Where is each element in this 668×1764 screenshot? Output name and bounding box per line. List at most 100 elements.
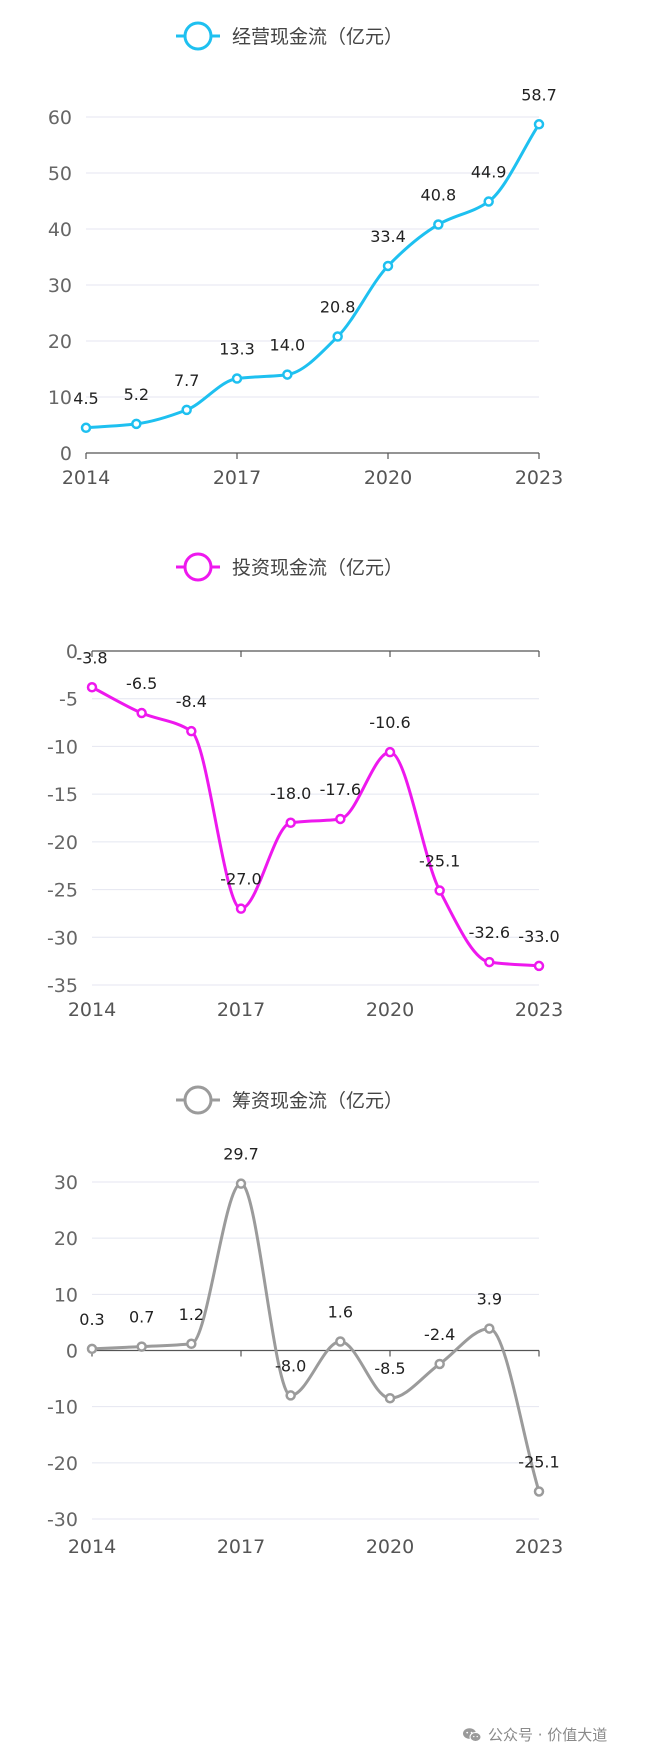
y-tick-label: 20 [48,331,72,353]
data-point [285,1390,296,1401]
data-label: 0.7 [129,1308,154,1327]
data-label: 4.5 [73,389,98,408]
y-tick-label: 30 [54,1172,78,1194]
data-point [186,725,197,737]
data-label: 29.7 [223,1145,259,1164]
data-label: 13.3 [219,340,255,359]
data-label: 1.2 [179,1305,204,1324]
data-label: -8.4 [176,692,207,711]
x-tick-label: 2014 [68,999,116,1021]
data-point [235,903,247,914]
watermark-text: 公众号 · 价值大道 [488,1726,608,1744]
y-tick-label: -30 [47,927,78,949]
x-tick-label: 2020 [366,1536,414,1558]
data-label: 20.8 [320,298,356,317]
legend-marker [183,1085,213,1115]
data-point [282,369,293,380]
data-point [533,1486,545,1497]
y-tick-label: -30 [47,1509,78,1531]
y-tick-label: 50 [48,163,72,185]
data-point [434,885,445,896]
x-tick-label: 2023 [515,1536,563,1558]
x-tick-label: 2014 [68,1536,116,1558]
x-tick-label: 2023 [515,467,563,489]
x-tick-label: 2020 [364,467,412,489]
y-tick-label: -10 [47,736,78,758]
legend-label: 投资现金流（亿元） [232,557,403,579]
data-label: -18.0 [270,784,311,803]
legend-marker [183,21,213,51]
data-point [80,422,92,434]
data-point [136,1341,147,1352]
x-tick-label: 2014 [62,467,110,489]
data-label: 5.2 [124,385,149,404]
data-label: -25.1 [518,1452,559,1471]
data-point [231,373,243,384]
data-label: 7.7 [174,371,199,390]
data-label: -8.0 [275,1356,306,1375]
data-point [384,1392,396,1404]
data-point [484,956,495,968]
legend-label: 经营现金流（亿元） [232,26,403,48]
data-label: -32.6 [469,923,510,942]
data-label: -8.5 [374,1359,405,1378]
y-tick-label: -35 [47,975,78,997]
data-point [382,260,394,272]
data-point [131,418,142,430]
y-tick-label: 10 [54,1284,78,1306]
series-line [91,1182,541,1492]
series-line [85,123,541,430]
legend-marker [183,552,213,582]
x-tick-label: 2017 [213,467,261,489]
series-line [91,685,540,968]
data-label: 44.9 [471,163,507,182]
legend: 经营现金流（亿元） [176,21,403,51]
data-point [285,817,296,829]
y-tick-label: -20 [47,832,78,854]
data-point [483,196,494,207]
data-point [335,813,346,825]
data-point [335,1336,346,1347]
wechat-icon [463,1727,482,1742]
data-label: -33.0 [518,927,559,946]
data-label: 14.0 [270,336,306,355]
data-label: 1.6 [328,1303,353,1322]
y-tick-label: 40 [48,219,72,241]
data-label: -3.8 [76,648,107,667]
watermark: 公众号 · 价值大道 [462,1724,607,1745]
x-tick-label: 2017 [217,999,265,1021]
x-tick-label: 2020 [366,999,414,1021]
data-point [136,707,147,719]
data-label: 0.3 [79,1310,104,1329]
legend-label: 筹资现金流（亿元） [232,1090,403,1112]
y-tick-label: -10 [47,1397,78,1419]
data-point [533,119,545,130]
data-point [533,960,545,972]
y-tick-label: 0 [66,1341,78,1363]
y-tick-label: -5 [59,689,78,711]
data-point [332,331,343,342]
data-point [484,1323,495,1334]
chart-3: 筹资现金流（亿元） 30 20 10 0 -10 -20 -30 2014 2017 2020 202… [47,1085,563,1558]
x-tick-label: 2017 [217,1536,265,1558]
data-label: 3.9 [477,1290,502,1309]
data-label: -27.0 [220,870,261,889]
data-label: -17.6 [320,780,361,799]
y-tick-label: -20 [47,1453,78,1475]
data-label: -2.4 [424,1325,455,1344]
data-label: 33.4 [370,227,406,246]
y-tick-label: 30 [48,275,72,297]
y-tick-label: -15 [47,784,78,806]
data-label: 58.7 [521,85,557,104]
y-tick-label: 0 [66,641,78,663]
data-point [181,404,192,416]
legend: 筹资现金流（亿元） [176,1085,403,1115]
data-point [433,219,444,230]
data-label: 40.8 [421,186,457,205]
data-point [384,746,396,758]
y-tick-label: -25 [47,880,78,902]
data-point [186,1338,197,1350]
y-tick-label: 60 [48,107,72,129]
data-point [86,1343,98,1355]
